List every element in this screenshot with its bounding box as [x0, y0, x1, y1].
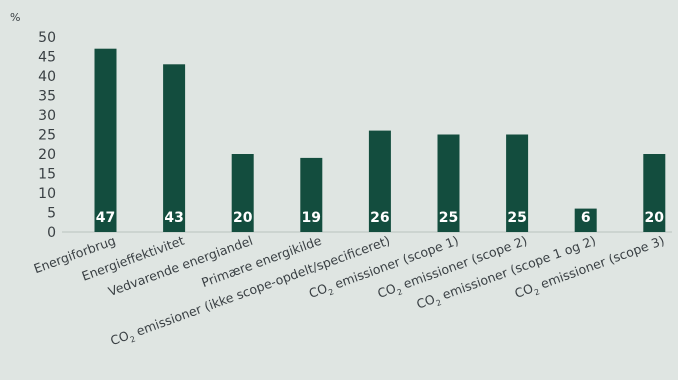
bar	[300, 157, 323, 232]
bar	[437, 134, 460, 232]
bar-value-label: 20	[233, 210, 253, 226]
y-tick-label: 15	[38, 167, 56, 183]
bar	[368, 130, 391, 232]
y-tick-label: 45	[38, 50, 56, 66]
bars	[94, 48, 666, 233]
y-axis-unit: %	[10, 11, 20, 24]
bar-value-label: 25	[439, 210, 458, 226]
category-labels: EnergiforbrugEnergieffektivitetVedvarend…	[32, 233, 667, 349]
y-tick-label: 10	[38, 186, 56, 202]
bar-value-label: 47	[96, 210, 115, 226]
y-tick-label: 5	[47, 206, 56, 222]
y-tick-label: 25	[38, 128, 56, 144]
value-labels: 47 43 20 19 26 25 25 6 20	[96, 210, 665, 226]
bar	[506, 134, 529, 232]
bar	[231, 154, 254, 232]
bar-value-label: 20	[645, 210, 665, 226]
y-tick-label: 30	[38, 108, 56, 124]
y-tick-label: 20	[38, 147, 56, 163]
bar-value-label: 25	[507, 210, 526, 226]
bar	[643, 154, 666, 232]
bar-value-label: 19	[302, 210, 321, 226]
bar-value-label: 26	[370, 210, 389, 226]
y-axis-ticks: 0 5 10 15 20 25 30 35 40 45 50	[38, 30, 56, 241]
bar	[163, 64, 186, 232]
bar	[94, 48, 117, 233]
y-tick-label: 0	[47, 225, 56, 241]
bar-value-label: 43	[164, 210, 183, 226]
y-tick-label: 50	[38, 30, 56, 46]
bar	[574, 208, 597, 232]
y-tick-label: 35	[38, 89, 56, 105]
y-tick-label: 40	[38, 69, 56, 85]
bar-value-label: 6	[581, 210, 591, 226]
